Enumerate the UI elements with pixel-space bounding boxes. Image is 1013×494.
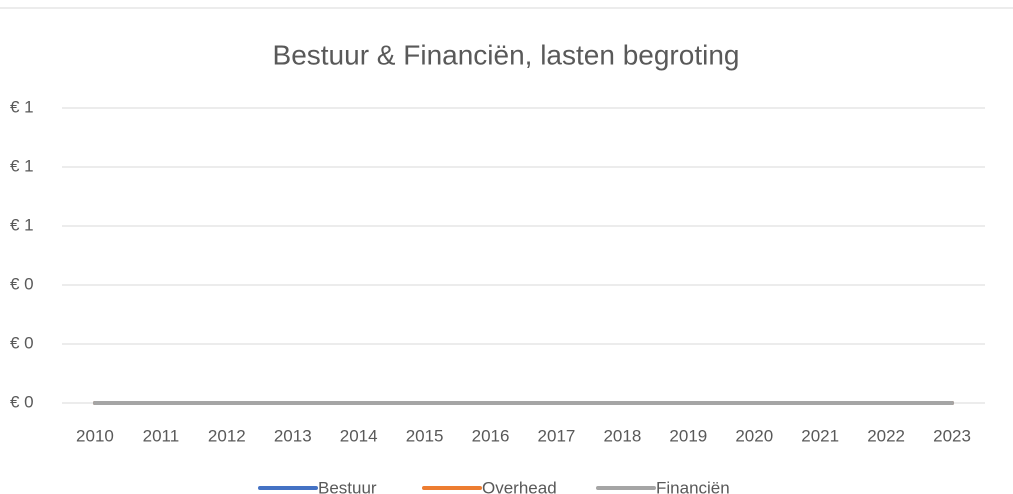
x-tick-label: 2013 (274, 426, 312, 445)
x-tick-label: 2016 (472, 426, 510, 445)
y-tick-label: € 1 (10, 156, 34, 175)
chart-title: Bestuur & Financiën, lasten begroting (273, 39, 740, 70)
x-tick-label: 2011 (143, 426, 180, 445)
legend-label: Financiën (656, 478, 730, 494)
x-tick-label: 2019 (669, 426, 707, 445)
x-tick-label: 2022 (867, 426, 905, 445)
x-tick-label: 2021 (801, 426, 839, 445)
y-tick-label: € 0 (10, 392, 34, 411)
y-tick-label: € 1 (10, 97, 34, 116)
x-tick-label: 2012 (208, 426, 246, 445)
legend-label: Bestuur (318, 478, 377, 494)
x-tick-label: 2015 (406, 426, 444, 445)
y-tick-label: € 0 (10, 333, 34, 352)
x-tick-label: 2023 (933, 426, 971, 445)
y-tick-label: € 0 (10, 274, 34, 293)
y-tick-label: € 1 (10, 215, 34, 234)
x-tick-label: 2017 (538, 426, 576, 445)
x-tick-label: 2014 (340, 426, 378, 445)
legend-label: Overhead (482, 478, 557, 494)
x-tick-label: 2018 (603, 426, 641, 445)
x-tick-label: 2020 (735, 426, 773, 445)
x-tick-label: 2010 (76, 426, 114, 445)
